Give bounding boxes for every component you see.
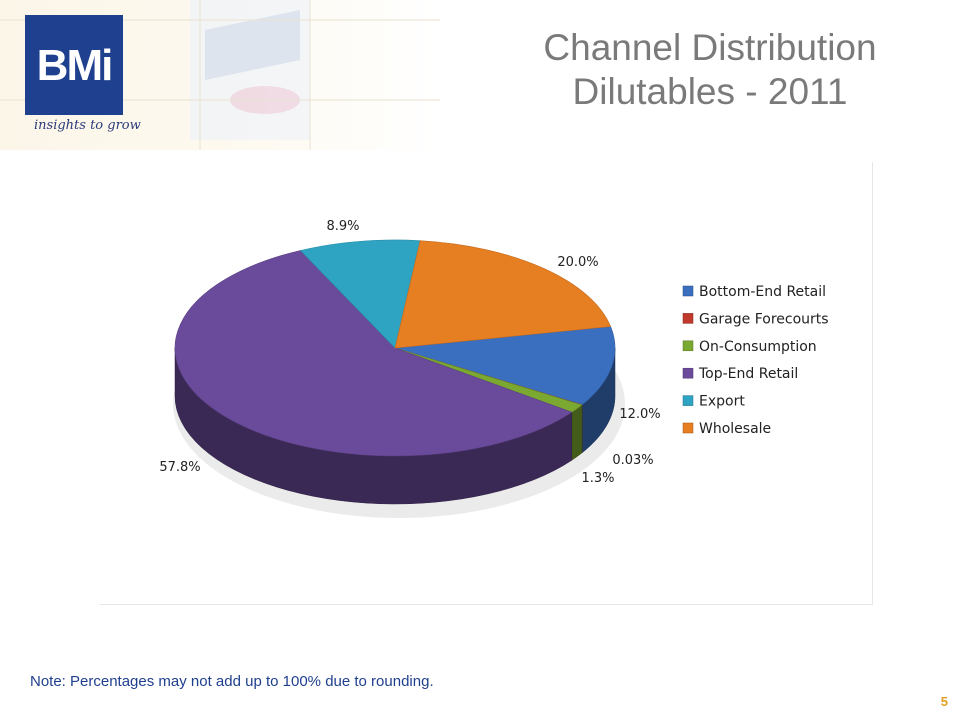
legend-label-wholesale: Wholesale xyxy=(699,421,771,437)
chart-frame xyxy=(100,162,873,605)
pie-slice-top-end-retail[interactable] xyxy=(174,250,573,457)
data-label-bottom-end-retail: 12.0% xyxy=(619,407,660,422)
bmi-logo: BMi xyxy=(25,15,123,115)
pie-slice-wholesale[interactable] xyxy=(394,240,612,349)
logo-text: BMi xyxy=(36,41,114,90)
data-label-on-consumption: 1.3% xyxy=(581,471,614,486)
legend-swatch-on-consumption xyxy=(682,340,694,352)
legend-label-garage-forecourts: Garage Forecourts xyxy=(699,311,829,327)
pie-side-on-consumption xyxy=(571,404,583,461)
footnote: Note: Percentages may not add up to 100%… xyxy=(30,673,434,690)
data-label-export: 8.9% xyxy=(326,219,359,234)
pie-slice-bottom-end-retail[interactable] xyxy=(394,326,616,406)
legend-swatch-garage-forecourts xyxy=(682,313,694,324)
legend-label-bottom-end-retail: Bottom-End Retail xyxy=(699,284,826,300)
legend-swatch-export xyxy=(682,395,694,406)
page-title: Channel Distribution Dilutables - 2011 xyxy=(480,26,940,114)
title-line-1: Channel Distribution xyxy=(543,27,877,68)
legend-label-on-consumption: On-Consumption xyxy=(699,339,817,355)
header-decoration xyxy=(0,0,440,150)
title-line-2: Dilutables - 2011 xyxy=(572,71,848,112)
legend-swatch-bottom-end-retail xyxy=(682,285,694,297)
data-label-garage-forecourts: 0.03% xyxy=(612,453,653,468)
legend-label-top-end-retail: Top-End Retail xyxy=(698,366,798,382)
data-label-wholesale: 20.0% xyxy=(557,255,598,270)
page-number: 5 xyxy=(940,694,948,709)
logo-tagline: insights to grow xyxy=(34,118,141,133)
pie-slice-export[interactable] xyxy=(299,239,421,349)
legend-swatch-top-end-retail xyxy=(682,367,694,379)
legend-label-export: Export xyxy=(699,394,745,410)
data-label-top-end-retail: 57.8% xyxy=(159,460,200,475)
legend-swatch-wholesale xyxy=(682,422,694,434)
